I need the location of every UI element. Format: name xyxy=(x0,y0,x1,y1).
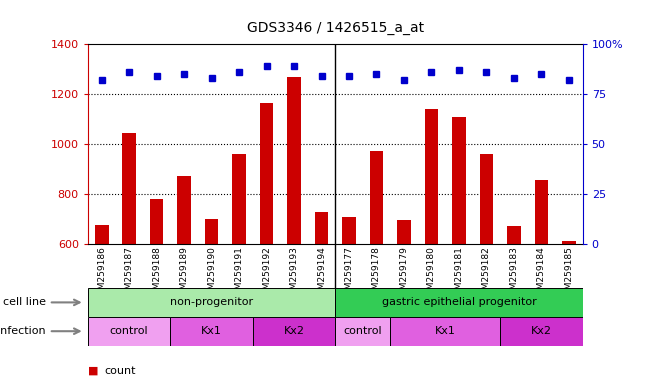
Text: ■: ■ xyxy=(88,366,98,376)
Text: GSM259188: GSM259188 xyxy=(152,246,161,301)
Text: Kx1: Kx1 xyxy=(435,326,456,336)
Bar xyxy=(253,317,335,346)
Bar xyxy=(335,317,390,346)
Text: control: control xyxy=(110,326,148,336)
Text: GSM259183: GSM259183 xyxy=(510,246,518,301)
Bar xyxy=(335,288,583,317)
Bar xyxy=(287,76,301,244)
Text: infection: infection xyxy=(0,326,46,336)
Bar xyxy=(88,288,335,317)
Bar xyxy=(88,317,171,346)
Text: non-progenitor: non-progenitor xyxy=(170,297,253,308)
Bar xyxy=(500,317,583,346)
Bar xyxy=(562,242,575,244)
Bar xyxy=(204,219,219,244)
Text: GSM259191: GSM259191 xyxy=(234,246,243,301)
Bar xyxy=(95,225,109,244)
Bar xyxy=(370,152,383,244)
Text: gastric epithelial progenitor: gastric epithelial progenitor xyxy=(381,297,536,308)
Text: GSM259193: GSM259193 xyxy=(290,246,299,301)
Text: GSM259189: GSM259189 xyxy=(180,246,189,301)
Bar xyxy=(390,317,500,346)
Bar xyxy=(177,177,191,244)
Bar xyxy=(452,117,466,244)
Text: GSM259187: GSM259187 xyxy=(124,246,133,301)
Text: GSM259179: GSM259179 xyxy=(400,246,408,301)
Text: GSM259186: GSM259186 xyxy=(97,246,106,301)
Bar xyxy=(397,220,411,244)
Text: GSM259192: GSM259192 xyxy=(262,246,271,301)
Bar xyxy=(171,317,253,346)
Bar xyxy=(232,154,246,244)
Text: GSM259194: GSM259194 xyxy=(317,246,326,301)
Bar xyxy=(314,212,328,244)
Text: GDS3346 / 1426515_a_at: GDS3346 / 1426515_a_at xyxy=(247,21,424,35)
Bar xyxy=(424,109,438,244)
Text: GSM259177: GSM259177 xyxy=(344,246,353,301)
Bar xyxy=(122,133,136,244)
Text: count: count xyxy=(104,366,135,376)
Text: GSM259181: GSM259181 xyxy=(454,246,464,301)
Text: GSM259180: GSM259180 xyxy=(427,246,436,301)
Text: control: control xyxy=(344,326,382,336)
Text: GSM259190: GSM259190 xyxy=(207,246,216,301)
Bar xyxy=(150,199,163,244)
Text: GSM259178: GSM259178 xyxy=(372,246,381,301)
Bar xyxy=(260,103,273,244)
Text: GSM259182: GSM259182 xyxy=(482,246,491,301)
Bar xyxy=(507,226,521,244)
Bar xyxy=(480,154,493,244)
Text: Kx1: Kx1 xyxy=(201,326,222,336)
Bar xyxy=(342,217,356,244)
Text: GSM259184: GSM259184 xyxy=(537,246,546,301)
Text: Kx2: Kx2 xyxy=(284,326,305,336)
Text: Kx2: Kx2 xyxy=(531,326,552,336)
Bar xyxy=(534,180,548,244)
Text: GSM259185: GSM259185 xyxy=(564,246,574,301)
Text: cell line: cell line xyxy=(3,297,46,308)
